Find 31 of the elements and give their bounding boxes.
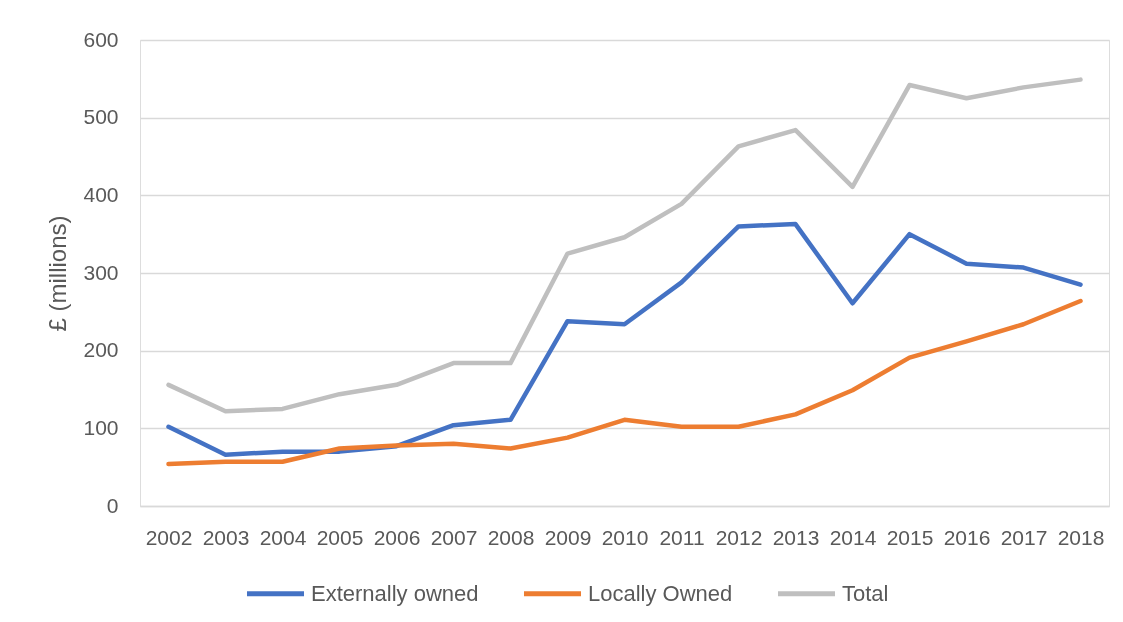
x-tick-label: 2015 xyxy=(886,525,934,549)
x-tick-label: 2007 xyxy=(430,525,478,549)
y-tick-label: 500 xyxy=(83,105,119,129)
x-tick-label: 2009 xyxy=(544,525,592,549)
x-tick-label: 2012 xyxy=(715,525,763,549)
legend-label: Total xyxy=(842,580,889,606)
y-tick-label: 200 xyxy=(83,338,119,362)
line-series xyxy=(166,221,1083,457)
y-tick-label: 600 xyxy=(83,27,119,51)
x-tick-label: 2013 xyxy=(772,525,820,549)
legend-label: Externally owned xyxy=(311,580,479,606)
y-axis-title: £ (millions) xyxy=(44,215,72,332)
x-tick-label: 2008 xyxy=(487,525,535,549)
legend-label: Locally Owned xyxy=(588,580,733,606)
x-tick-label: 2016 xyxy=(943,525,991,549)
x-tick-label: 2014 xyxy=(829,525,877,549)
x-tick-label: 2006 xyxy=(373,525,421,549)
x-tick-label: 2017 xyxy=(1000,525,1048,549)
x-tick-label: 2010 xyxy=(601,525,649,549)
line-series xyxy=(166,77,1083,414)
x-tick-label: 2018 xyxy=(1057,525,1105,549)
x-tick-label: 2011 xyxy=(659,525,705,549)
y-tick-label: 100 xyxy=(83,415,119,439)
y-tick-label: 400 xyxy=(83,182,119,206)
x-tick-label: 2005 xyxy=(316,525,364,549)
x-tick-label: 2003 xyxy=(202,525,250,549)
x-tick-label: 2004 xyxy=(259,525,307,549)
y-tick-label: 300 xyxy=(83,260,119,284)
line-series xyxy=(166,298,1083,467)
x-tick-label: 2002 xyxy=(145,525,193,549)
y-tick-label: 0 xyxy=(106,493,119,517)
